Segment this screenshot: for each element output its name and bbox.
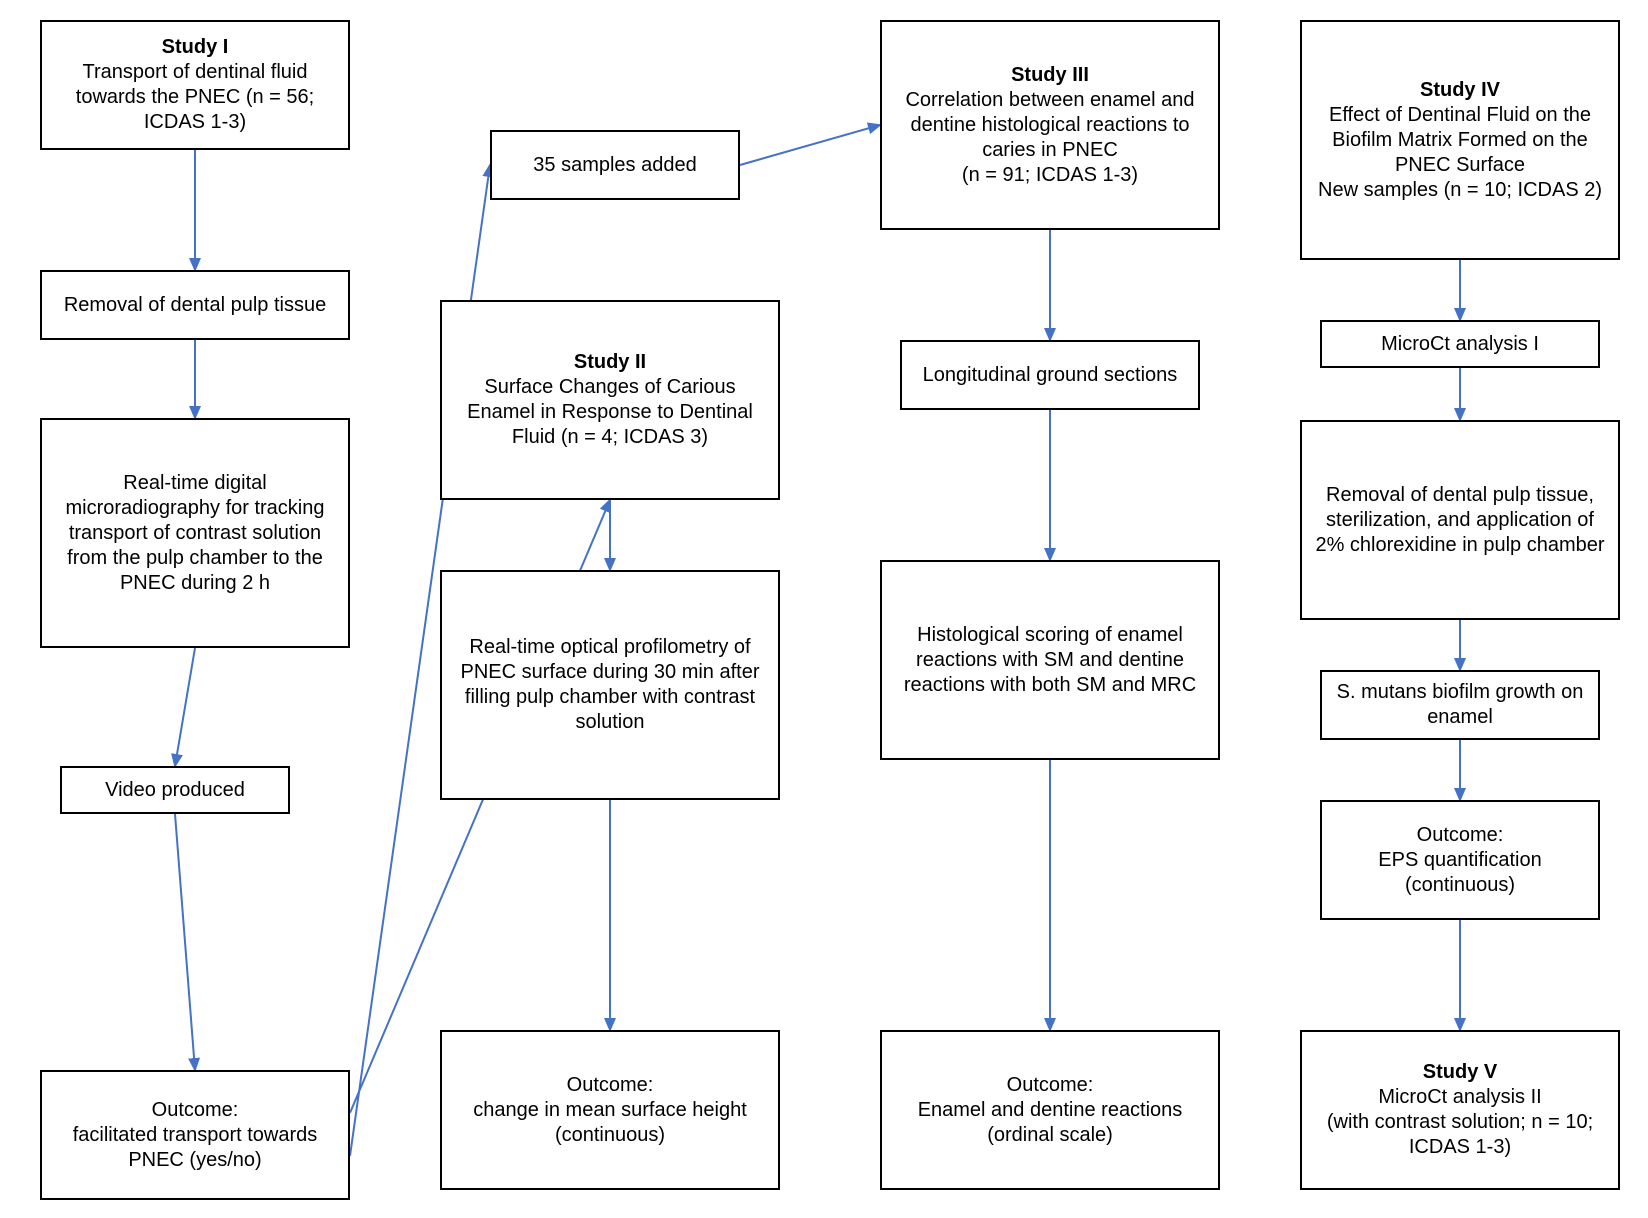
flowchart-node-s5_head: Study VMicroCt analysis II (with contras… xyxy=(1300,1030,1620,1190)
node-title: Study II xyxy=(574,350,646,375)
flowchart-node-samples: 35 samples added xyxy=(490,130,740,200)
node-body: Outcome: change in mean surface height (… xyxy=(452,1073,768,1148)
edge-s1_micro-to-s1_video xyxy=(175,648,195,766)
flowchart-node-s4_head: Study IVEffect of Dentinal Fluid on the … xyxy=(1300,20,1620,260)
flowchart-node-s1_video: Video produced xyxy=(60,766,290,814)
node-body: Real-time optical profilometry of PNEC s… xyxy=(452,635,768,735)
flowchart-node-s3_head: Study IIICorrelation between enamel and … xyxy=(880,20,1220,230)
flowchart-node-s2_profil: Real-time optical profilometry of PNEC s… xyxy=(440,570,780,800)
node-body: Removal of dental pulp tissue, steriliza… xyxy=(1312,483,1608,558)
node-body: Outcome: EPS quantification (continuous) xyxy=(1332,823,1588,898)
flowchart-node-s4_outcome: Outcome: EPS quantification (continuous) xyxy=(1320,800,1600,920)
flowchart-node-s4_microct1: MicroCt analysis I xyxy=(1320,320,1600,368)
flowchart-node-s3_hist: Histological scoring of enamel reactions… xyxy=(880,560,1220,760)
node-title: Study III xyxy=(1011,63,1089,88)
flowchart-node-s2_head: Study IISurface Changes of Carious Ename… xyxy=(440,300,780,500)
node-body: Outcome: Enamel and dentine reactions (o… xyxy=(892,1073,1208,1148)
node-body: MicroCt analysis I xyxy=(1381,332,1539,357)
flowchart-node-s4_removal: Removal of dental pulp tissue, steriliza… xyxy=(1300,420,1620,620)
node-body: Outcome: facilitated transport towards P… xyxy=(52,1098,338,1173)
edge-samples-to-s3_head xyxy=(740,125,880,165)
flowchart-node-s4_biofilm: S. mutans biofilm growth on enamel xyxy=(1320,670,1600,740)
node-title: Study I xyxy=(162,35,229,60)
flowchart-node-s1_head: Study ITransport of dentinal fluid towar… xyxy=(40,20,350,150)
node-body: Surface Changes of Carious Enamel in Res… xyxy=(452,375,768,450)
flowchart-node-s3_long: Longitudinal ground sections xyxy=(900,340,1200,410)
node-body: Histological scoring of enamel reactions… xyxy=(892,623,1208,698)
node-body: Video produced xyxy=(105,778,245,803)
flowchart-node-s1_micro: Real-time digital microradiography for t… xyxy=(40,418,350,648)
node-body: Transport of dentinal fluid towards the … xyxy=(52,60,338,135)
flowchart-node-s1_outcome: Outcome: facilitated transport towards P… xyxy=(40,1070,350,1200)
node-body: MicroCt analysis II (with contrast solut… xyxy=(1312,1085,1608,1160)
node-body: Real-time digital microradiography for t… xyxy=(52,471,338,596)
edge-s1_video-to-s1_outcome xyxy=(175,814,195,1070)
node-body: Removal of dental pulp tissue xyxy=(64,293,326,318)
node-body: 35 samples added xyxy=(533,153,696,178)
flowchart-node-s1_removal: Removal of dental pulp tissue xyxy=(40,270,350,340)
node-body: Longitudinal ground sections xyxy=(923,363,1178,388)
node-body: Effect of Dentinal Fluid on the Biofilm … xyxy=(1312,103,1608,203)
node-title: Study V xyxy=(1423,1060,1497,1085)
flowchart-node-s3_outcome: Outcome: Enamel and dentine reactions (o… xyxy=(880,1030,1220,1190)
node-body: S. mutans biofilm growth on enamel xyxy=(1332,680,1588,730)
flowchart-node-s2_outcome: Outcome: change in mean surface height (… xyxy=(440,1030,780,1190)
node-title: Study IV xyxy=(1420,78,1500,103)
node-body: Correlation between enamel and dentine h… xyxy=(892,88,1208,188)
